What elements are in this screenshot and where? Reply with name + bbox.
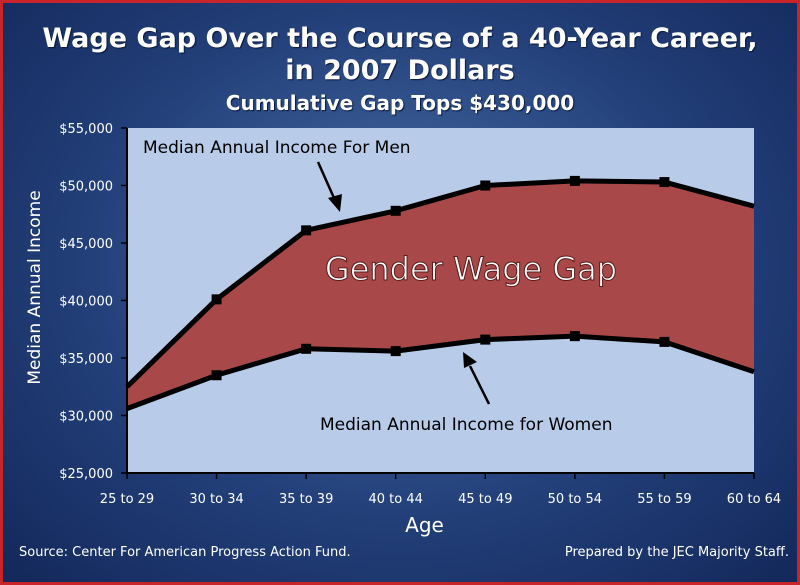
- men-marker-6: [659, 177, 670, 188]
- men-annotation: Median Annual Income For Men: [143, 138, 411, 158]
- women-arrow-shaft: [468, 365, 491, 405]
- x-tick-label: 50 to 54: [548, 492, 602, 507]
- women-marker-3: [390, 346, 401, 357]
- x-tick-label: 35 to 39: [279, 492, 333, 507]
- men-arrow-head: [328, 194, 342, 212]
- men-marker-3: [390, 205, 401, 216]
- women-income-line: [126, 333, 755, 411]
- y-tick-label: $45,000: [59, 237, 113, 252]
- x-tick-label: 55 to 59: [637, 492, 691, 507]
- y-tick-label: $30,000: [59, 410, 113, 425]
- x-tick-label: 60 to 64: [727, 492, 781, 507]
- chart-title-line1: Wage Gap Over the Course of a 40-Year Ca…: [42, 23, 758, 54]
- x-tick-label: 25 to 29: [100, 492, 154, 507]
- men-marker-5: [569, 175, 580, 186]
- wage-gap-area: [127, 180, 754, 409]
- women-marker-4: [480, 334, 491, 345]
- women-arrow-head: [463, 352, 477, 368]
- men-marker-4: [480, 180, 491, 191]
- men-marker-1: [211, 294, 222, 305]
- x-axis-title: Age: [405, 513, 444, 537]
- women-annotation: Median Annual Income for Women: [320, 415, 612, 435]
- y-tick-label: $35,000: [59, 352, 113, 367]
- men-income-line: [125, 178, 755, 389]
- credit-note: Prepared by the JEC Majority Staff.: [564, 545, 789, 560]
- y-tick-label: $55,000: [59, 122, 113, 137]
- women-marker-2: [301, 343, 312, 354]
- source-note: Source: Center For American Progress Act…: [19, 545, 351, 560]
- women-marker-6: [659, 336, 670, 347]
- y-tick-label: $40,000: [59, 295, 113, 310]
- y-tick-label: $25,000: [59, 467, 113, 482]
- chart-subtitle: Cumulative Gap Tops $430,000: [225, 91, 575, 115]
- x-tick-label: 30 to 34: [189, 492, 243, 507]
- gap-label: Gender Wage Gap: [325, 250, 617, 288]
- men-arrow-shaft: [316, 161, 336, 199]
- women-marker-5: [569, 331, 580, 342]
- men-marker-2: [301, 225, 312, 236]
- women-marker-1: [211, 370, 222, 381]
- y-tick-label: $50,000: [59, 180, 113, 195]
- x-tick-label: 45 to 49: [458, 492, 512, 507]
- chart-title-line2: in 2007 Dollars: [285, 55, 515, 86]
- x-tick-label: 40 to 44: [369, 492, 423, 507]
- y-axis-title: Median Annual Income: [25, 190, 45, 384]
